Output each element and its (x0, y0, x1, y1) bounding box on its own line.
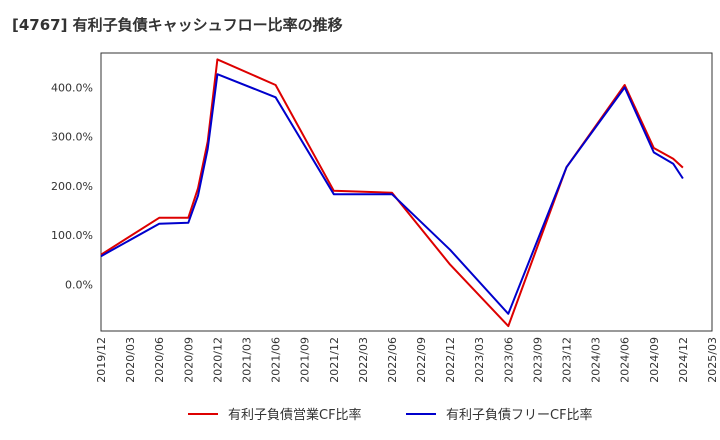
y-tick-label: 400.0% (51, 81, 93, 94)
x-tick-label: 2022/06 (386, 337, 399, 383)
x-tick-labels: 2019/12 2020/03 2020/06 2020/09 2020/12 2021/… (95, 337, 719, 383)
x-tick-label: 2022/03 (357, 337, 370, 383)
x-tick-label: 2023/12 (561, 337, 574, 383)
x-tick-label: 2022/09 (415, 337, 428, 383)
x-tick-label: 2020/12 (211, 337, 224, 383)
y-tick-label: 100.0% (51, 229, 93, 242)
series-line-1 (100, 58, 684, 328)
x-tick-label: 2023/06 (502, 337, 515, 383)
x-tick-label: 2024/12 (677, 337, 690, 383)
x-tick-label: 2024/09 (648, 337, 661, 383)
y-tick-labels: 0.0% 100.0% 200.0% 300.0% 400.0% (51, 81, 93, 291)
x-tick-label: 2024/03 (590, 337, 603, 383)
y-tick-label: 200.0% (51, 180, 93, 193)
x-tick-label: 2022/12 (444, 337, 457, 383)
chart-title: [4767] 有利子負債キャッシュフロー比率の推移 (12, 16, 343, 34)
legend-label-2: 有利子負債フリーCF比率 (446, 407, 593, 423)
series-line-2 (100, 73, 684, 315)
x-tick-label: 2021/06 (270, 337, 283, 383)
x-tick-label: 2021/12 (328, 337, 341, 383)
plot-area (100, 52, 713, 332)
x-tick-label: 2020/09 (182, 337, 195, 383)
x-tick-label: 2021/03 (240, 337, 253, 383)
x-tick-label: 2024/06 (619, 337, 632, 383)
x-tick-label: 2023/03 (473, 337, 486, 383)
y-tick-label: 300.0% (51, 131, 93, 144)
axis-layer (100, 52, 713, 332)
x-tick-label: 2019/12 (95, 337, 108, 383)
legend: 有利子負債営業CF比率 有利子負債フリーCF比率 (188, 407, 593, 423)
x-tick-label: 2020/03 (124, 337, 137, 383)
x-tick-label: 2021/09 (299, 337, 312, 383)
x-tick-label: 2025/03 (706, 337, 719, 383)
legend-label-1: 有利子負債営業CF比率 (228, 407, 362, 423)
x-tick-label: 2020/06 (153, 337, 166, 383)
series-layer (100, 58, 684, 328)
y-tick-label: 0.0% (65, 278, 93, 291)
x-tick-label: 2023/09 (531, 337, 544, 383)
